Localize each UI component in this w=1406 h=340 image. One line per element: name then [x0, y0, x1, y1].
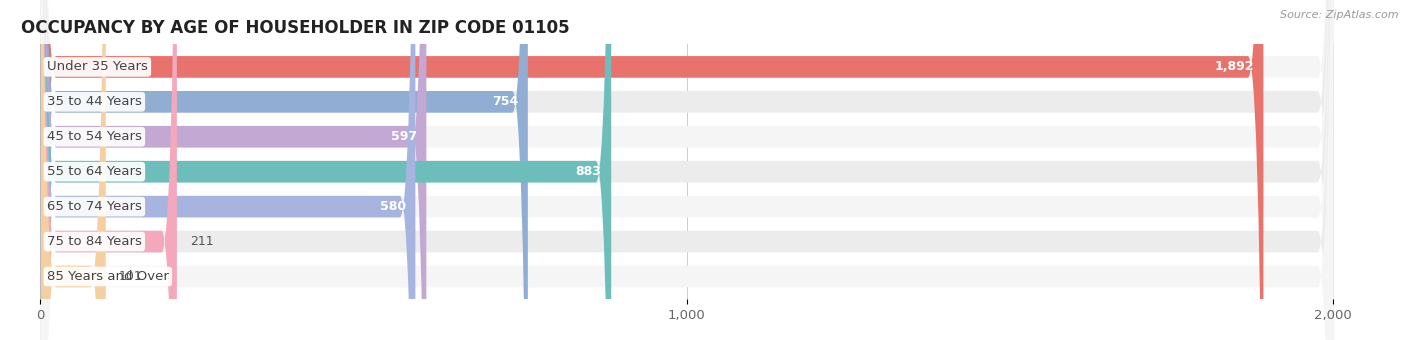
FancyBboxPatch shape	[41, 0, 105, 340]
Text: 211: 211	[190, 235, 214, 248]
Text: 754: 754	[492, 95, 519, 108]
FancyBboxPatch shape	[41, 0, 1333, 340]
FancyBboxPatch shape	[41, 0, 1333, 340]
Text: 65 to 74 Years: 65 to 74 Years	[46, 200, 142, 213]
FancyBboxPatch shape	[41, 0, 177, 340]
FancyBboxPatch shape	[41, 0, 1333, 340]
Text: 85 Years and Over: 85 Years and Over	[46, 270, 169, 283]
FancyBboxPatch shape	[41, 0, 612, 340]
Text: 75 to 84 Years: 75 to 84 Years	[46, 235, 142, 248]
FancyBboxPatch shape	[41, 0, 527, 340]
FancyBboxPatch shape	[41, 0, 426, 340]
Text: Under 35 Years: Under 35 Years	[46, 61, 148, 73]
FancyBboxPatch shape	[41, 0, 415, 340]
Text: 55 to 64 Years: 55 to 64 Years	[46, 165, 142, 178]
Text: OCCUPANCY BY AGE OF HOUSEHOLDER IN ZIP CODE 01105: OCCUPANCY BY AGE OF HOUSEHOLDER IN ZIP C…	[21, 19, 569, 37]
FancyBboxPatch shape	[41, 0, 1333, 340]
Text: 35 to 44 Years: 35 to 44 Years	[46, 95, 142, 108]
Text: 883: 883	[575, 165, 602, 178]
Text: 45 to 54 Years: 45 to 54 Years	[46, 130, 142, 143]
Text: 580: 580	[380, 200, 406, 213]
FancyBboxPatch shape	[41, 0, 1264, 340]
Text: 101: 101	[118, 270, 142, 283]
FancyBboxPatch shape	[41, 0, 1333, 340]
FancyBboxPatch shape	[41, 0, 1333, 340]
FancyBboxPatch shape	[41, 0, 1333, 340]
Text: Source: ZipAtlas.com: Source: ZipAtlas.com	[1281, 10, 1399, 20]
Text: 597: 597	[391, 130, 416, 143]
Text: 1,892: 1,892	[1215, 61, 1254, 73]
